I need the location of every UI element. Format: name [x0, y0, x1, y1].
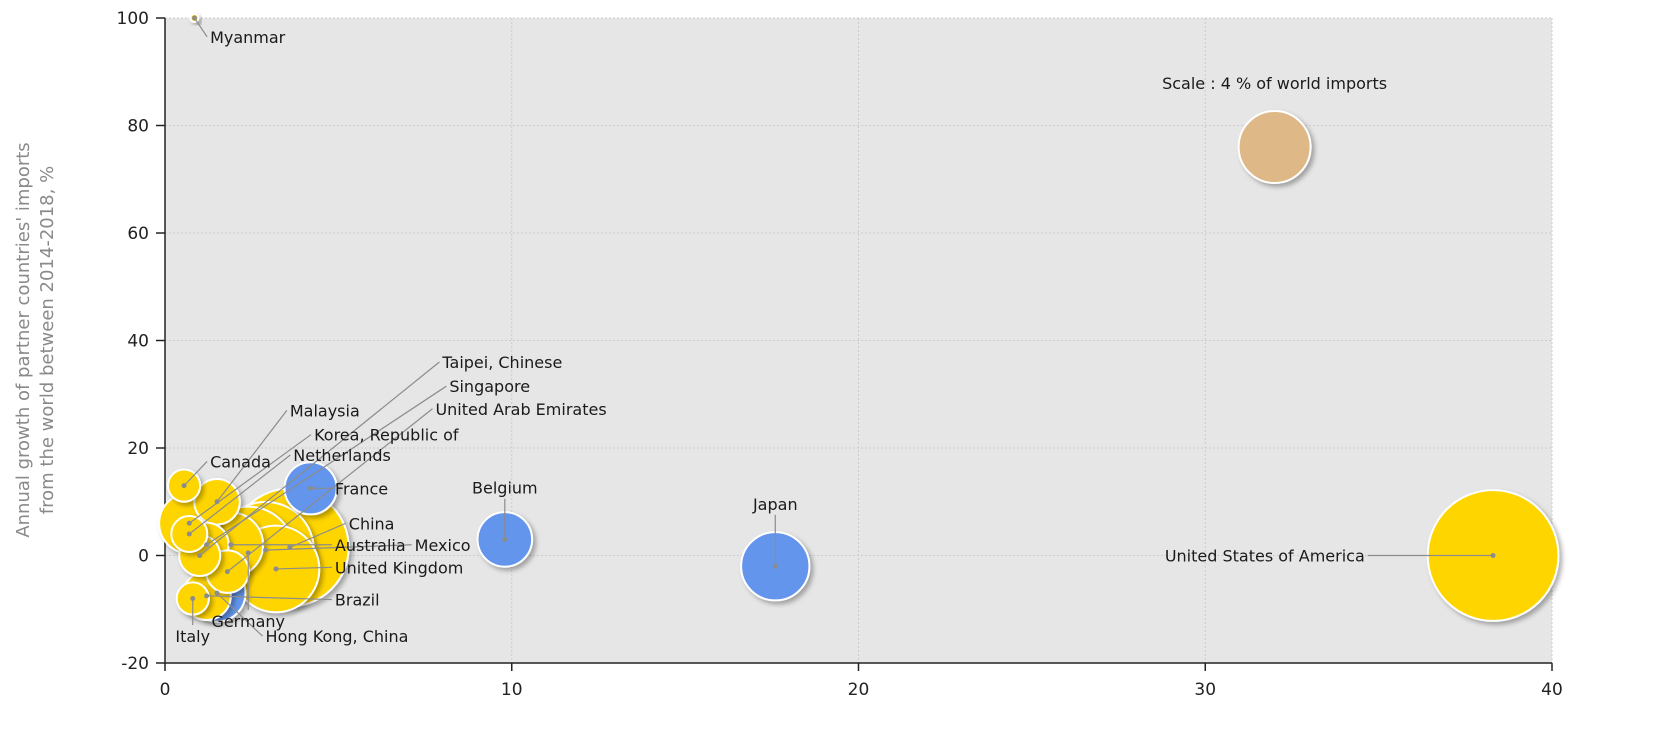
scale-reference-label: Scale : 4 % of world imports [1162, 74, 1387, 93]
y-tick-label: 0 [138, 547, 149, 567]
x-tick-label: 30 [1194, 680, 1216, 700]
leader-line-canada [183, 461, 208, 487]
scale-reference-bubble [1237, 110, 1312, 184]
leader-line-netherlands [188, 454, 291, 535]
label-belgium: Belgium [472, 479, 538, 498]
y-tick-label: -20 [121, 654, 149, 674]
leader-line-korea-republic-of [188, 434, 312, 524]
x-tick-label: 20 [848, 680, 870, 700]
label-korea-republic-of: Korea, Republic of [314, 426, 459, 445]
label-japan: Japan [752, 495, 798, 514]
leader-line-brazil [206, 595, 332, 601]
label-france: France [335, 479, 388, 498]
x-tick-label: 10 [501, 680, 523, 700]
y-tick-label: 20 [127, 439, 149, 459]
y-axis-label-line-1: Annual growth of partner countries' impo… [13, 142, 34, 537]
label-united-kingdom: United Kingdom [335, 558, 463, 577]
label-hong-kong-china: Hong Kong, China [266, 627, 409, 646]
y-tick-label: 40 [127, 332, 149, 352]
leader-line-china [289, 522, 347, 548]
leader-line-singapore [206, 385, 447, 546]
label-taipei-chinese: Taipei, Chinese [441, 353, 562, 372]
label-united-states-of-america: United States of America [1165, 547, 1365, 566]
label-china: China [349, 514, 395, 533]
scale-reference: Scale : 4 % of world imports [1162, 74, 1387, 184]
label-singapore: Singapore [449, 377, 530, 396]
label-netherlands: Netherlands [293, 446, 391, 465]
label-germany: Germany [211, 612, 285, 631]
label-mexico: Mexico [415, 536, 471, 555]
label-united-arab-emirates: United Arab Emirates [435, 400, 606, 419]
y-tick-label: 60 [127, 224, 149, 244]
label-australia: Australia [335, 536, 406, 555]
label-myanmar: Myanmar [210, 28, 286, 47]
label-malaysia: Malaysia [290, 401, 360, 420]
label-italy: Italy [175, 627, 210, 646]
leader-line-malaysia [216, 410, 288, 503]
axes: -20 0 20 40 60 80 100 0 10 20 30 40 [117, 9, 1563, 700]
y-axis-label: Annual growth of partner countries' impo… [13, 142, 58, 537]
y-tick-label: 80 [127, 117, 149, 137]
label-brazil: Brazil [335, 591, 380, 610]
x-tick-label: 40 [1541, 680, 1563, 700]
leader-line-hong-kong-china [216, 592, 263, 637]
leader-line-united-arab-emirates [227, 408, 433, 573]
leader-lines [181, 15, 1496, 637]
point-labels: United States of America Japan Belgium Fran… [175, 28, 1364, 646]
y-tick-label: 100 [117, 9, 149, 29]
leader-line-united-kingdom [275, 566, 332, 570]
leader-line-mexico [265, 544, 412, 551]
label-canada: Canada [210, 452, 271, 471]
leader-line-myanmar [193, 17, 208, 38]
x-tick-label: 0 [160, 680, 171, 700]
y-axis-label-line-2: from the world between 2014-2018, % [37, 166, 58, 514]
